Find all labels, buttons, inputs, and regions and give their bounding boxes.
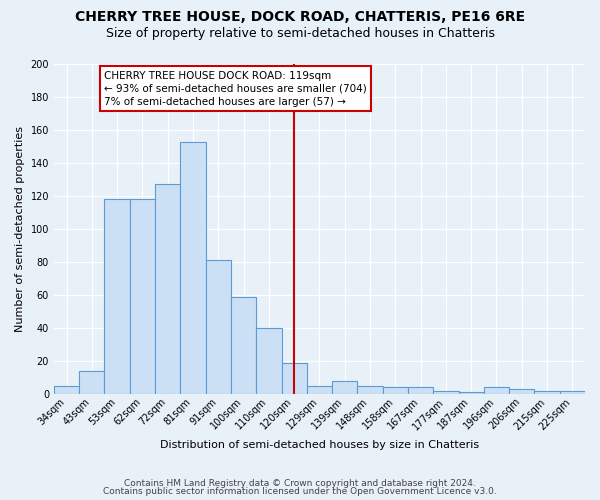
Text: Contains HM Land Registry data © Crown copyright and database right 2024.: Contains HM Land Registry data © Crown c… <box>124 478 476 488</box>
Bar <box>535 390 560 394</box>
Text: Size of property relative to semi-detached houses in Chatteris: Size of property relative to semi-detach… <box>106 28 494 40</box>
Y-axis label: Number of semi-detached properties: Number of semi-detached properties <box>15 126 25 332</box>
Bar <box>54 386 79 394</box>
Bar <box>281 362 307 394</box>
Bar <box>256 328 281 394</box>
Text: CHERRY TREE HOUSE, DOCK ROAD, CHATTERIS, PE16 6RE: CHERRY TREE HOUSE, DOCK ROAD, CHATTERIS,… <box>75 10 525 24</box>
Text: CHERRY TREE HOUSE DOCK ROAD: 119sqm
← 93% of semi-detached houses are smaller (7: CHERRY TREE HOUSE DOCK ROAD: 119sqm ← 93… <box>104 70 367 107</box>
Bar <box>383 388 408 394</box>
Text: Contains public sector information licensed under the Open Government Licence v3: Contains public sector information licen… <box>103 487 497 496</box>
Bar <box>433 390 458 394</box>
Bar <box>130 200 155 394</box>
Bar <box>358 386 383 394</box>
Bar <box>509 389 535 394</box>
Bar <box>484 388 509 394</box>
Bar <box>307 386 332 394</box>
Bar <box>155 184 181 394</box>
Bar <box>231 296 256 394</box>
Bar <box>458 392 484 394</box>
Bar <box>181 142 206 394</box>
Bar <box>79 371 104 394</box>
Bar <box>560 390 585 394</box>
Bar <box>408 388 433 394</box>
X-axis label: Distribution of semi-detached houses by size in Chatteris: Distribution of semi-detached houses by … <box>160 440 479 450</box>
Bar <box>104 200 130 394</box>
Bar <box>206 260 231 394</box>
Bar <box>332 380 358 394</box>
